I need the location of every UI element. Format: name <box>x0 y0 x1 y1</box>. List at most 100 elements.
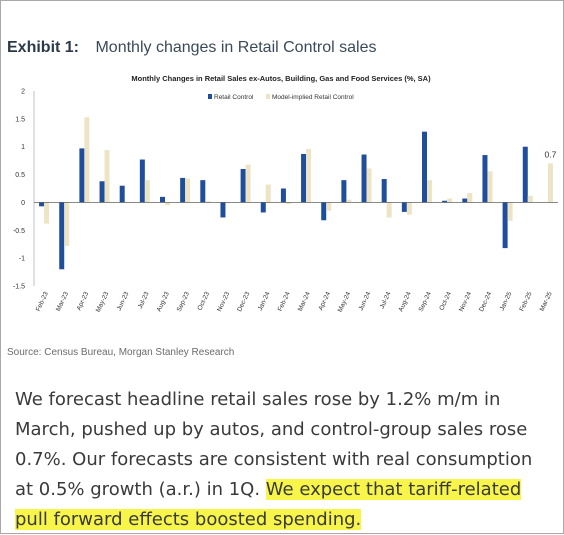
x-tick-label: Feb-24 <box>277 291 292 313</box>
x-tick-label: Feb-25 <box>519 291 534 313</box>
legend-swatch <box>208 94 212 99</box>
bar-model-implied <box>205 201 211 203</box>
bar-model-implied <box>185 178 191 203</box>
bar-retail-control <box>422 131 427 203</box>
x-tick-label: Jun-24 <box>358 291 373 312</box>
data-labels: 0.7 <box>545 149 557 159</box>
x-tick-label: Mar-25 <box>539 291 554 313</box>
bar-retail-control <box>321 202 327 221</box>
bar-retail-control <box>280 188 286 203</box>
y-axis: 2 1.5 1 0.5 0 -0.5 -1 -1.5 <box>13 89 35 291</box>
legend-label: Retail Control <box>214 94 254 101</box>
bar-model-implied <box>547 163 553 203</box>
commentary-paragraph: We forecast headline retail sales rose b… <box>15 385 555 535</box>
x-tick-label: May-23 <box>95 291 111 314</box>
x-tick-label: Jul-23 <box>137 291 151 310</box>
y-tick-label: 0 <box>21 200 25 207</box>
bar-model-implied <box>386 202 392 218</box>
bar-model-implied <box>447 198 453 203</box>
x-tick-label: Aug-24 <box>397 291 412 313</box>
bar-retail-control <box>260 202 266 213</box>
x-tick-label: Dec-24 <box>478 291 493 313</box>
bar-retail-control <box>39 202 45 207</box>
bar-model-implied <box>346 199 352 203</box>
bar-model-implied <box>406 202 412 215</box>
x-tick-label: Nov-23 <box>216 291 231 313</box>
bar-model-implied <box>427 180 432 203</box>
x-tick-label: Jul-24 <box>379 291 393 310</box>
bar-retail-control <box>220 202 226 218</box>
x-tick-label: Dec-23 <box>236 291 251 313</box>
x-axis: Feb-23 Mar-23 Apr-23 May-23 Jun-23 Jul-23 Aug-… <box>34 202 558 314</box>
bar-model-implied <box>366 168 372 203</box>
bar-retail-control <box>381 179 387 203</box>
bar-model-implied <box>507 202 513 221</box>
bar-model-implied <box>467 192 473 203</box>
x-tick-label: Oct-24 <box>438 291 453 312</box>
x-tick-label: Mar-24 <box>297 291 312 313</box>
x-tick-label: Mar-23 <box>55 291 70 313</box>
legend-label: Model-implied Retail Control <box>272 94 354 101</box>
bar-retail-control <box>200 180 206 203</box>
bar-model-implied <box>84 117 90 203</box>
bar-retail-control <box>79 148 85 203</box>
bar-retail-control <box>180 177 186 203</box>
bar-retail-control <box>139 159 145 203</box>
bar-retail-control <box>99 181 105 203</box>
bar-retail-control <box>522 146 528 203</box>
bar-retail-control <box>160 196 165 203</box>
x-tick-label: May-24 <box>337 291 353 314</box>
y-tick-label: 0.5 <box>15 172 25 179</box>
bar-retail-control <box>442 200 448 203</box>
x-tick-label: Apr-23 <box>76 291 91 312</box>
bar-model-implied <box>44 202 50 224</box>
bar-model-implied <box>487 171 493 203</box>
bar-model-implied <box>144 180 150 203</box>
chart-bars <box>39 117 553 270</box>
y-tick-label: 1 <box>21 144 25 151</box>
y-tick-label: -0.5 <box>13 228 25 235</box>
bar-model-implied <box>306 148 312 203</box>
commentary-text: We forecast headline retail sales rose b… <box>15 389 533 500</box>
y-tick-label: -1.5 <box>13 284 25 291</box>
exhibit-title: Monthly changes in Retail Control sales <box>95 39 377 56</box>
bar-retail-control <box>59 202 65 270</box>
chart-title: Monthly Changes in Retail Sales ex-Autos… <box>131 74 431 83</box>
y-tick-label: 2 <box>21 89 25 96</box>
x-tick-label: Apr-24 <box>317 291 332 312</box>
bar-model-implied <box>527 195 533 203</box>
source-note: Source: Census Bureau, Morgan Stanley Re… <box>7 347 235 358</box>
legend-swatch <box>266 94 270 99</box>
x-tick-label: Jun-23 <box>116 291 131 312</box>
bar-retail-control <box>119 185 125 203</box>
x-tick-label: Jan-24 <box>257 291 272 312</box>
bar-model-implied <box>104 150 110 203</box>
x-tick-label: Sep-23 <box>176 291 191 313</box>
bar-model-implied <box>285 202 291 205</box>
x-tick-label: Aug-23 <box>156 291 171 313</box>
bar-retail-control <box>482 155 488 203</box>
bar-retail-control <box>502 202 508 249</box>
bar-retail-control <box>341 180 347 203</box>
bar-retail-control <box>301 153 307 203</box>
retail-control-bar-chart: Monthly Changes in Retail Sales ex-Autos… <box>13 74 558 314</box>
bar-model-implied <box>265 184 271 203</box>
exhibit-heading: Exhibit 1: Monthly changes in Retail Con… <box>7 39 377 57</box>
x-tick-label: Feb-23 <box>35 291 50 313</box>
bar-retail-control <box>401 202 407 212</box>
x-tick-label: Nov-24 <box>458 291 473 313</box>
data-label-mar-25: 0.7 <box>545 149 557 159</box>
x-tick-label: Oct-23 <box>197 291 212 312</box>
x-tick-label: Sep-24 <box>418 291 433 313</box>
bar-model-implied <box>64 202 70 246</box>
chart-legend: Retail Control Model-implied Retail Contr… <box>208 94 354 101</box>
y-tick-label: -1 <box>19 256 25 263</box>
bar-retail-control <box>240 169 246 203</box>
exhibit-label: Exhibit 1: <box>7 39 80 56</box>
bar-model-implied <box>165 202 170 206</box>
bar-model-implied <box>326 202 332 211</box>
x-tick-label: Jan-25 <box>499 291 514 312</box>
y-tick-label: 1.5 <box>15 116 25 123</box>
bar-model-implied <box>245 164 251 203</box>
